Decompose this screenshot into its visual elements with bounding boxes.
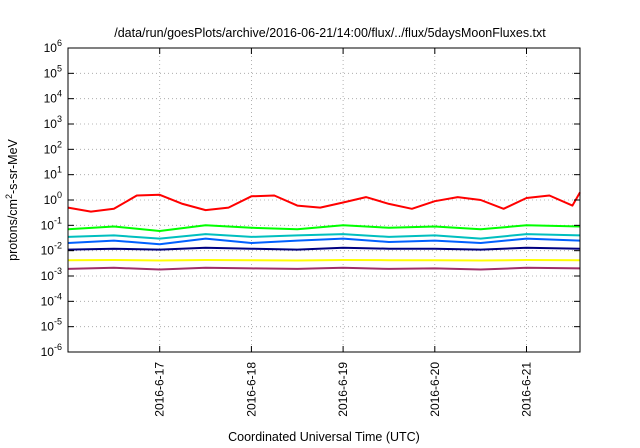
y-tick-label-base: 10	[44, 142, 58, 156]
y-tick-label-exponent: 1	[57, 165, 62, 175]
y-tick-label: 103	[44, 114, 62, 131]
y-tick-label: 105	[44, 63, 62, 80]
y-tick-label: 106	[44, 38, 62, 55]
y-tick-label-base: 10	[44, 168, 58, 182]
x-tick-label: 2016-6-18	[244, 362, 258, 417]
y-tick-label-exponent: -2	[54, 241, 62, 251]
y-tick-label-exponent: -5	[54, 317, 62, 327]
series-layer	[67, 191, 581, 271]
tick-marks	[68, 47, 580, 353]
y-tick-label-exponent: 6	[57, 38, 62, 48]
x-axis-label: Coordinated Universal Time (UTC)	[228, 430, 420, 444]
y-tick-label-base: 10	[41, 294, 55, 308]
y-tick-label-exponent: 4	[57, 89, 62, 99]
y-tick-label-base: 10	[41, 244, 55, 258]
x-tick-label: 2016-6-20	[428, 362, 442, 417]
series-line-6	[67, 259, 581, 262]
plot-area	[67, 47, 581, 353]
y-axis-label-superscript: 2	[4, 194, 14, 199]
series-line-3	[67, 233, 581, 240]
series-line-4	[67, 237, 581, 246]
y-tick-label-exponent: 5	[57, 63, 62, 73]
y-axis-label-base: protons/cm	[6, 199, 20, 261]
y-tick-label-base: 10	[41, 320, 55, 334]
y-tick-label-base: 10	[41, 218, 55, 232]
y-tick-label: 100	[44, 190, 62, 207]
y-tick-label-base: 10	[41, 269, 55, 283]
y-axis-tick-labels: 10-610-510-410-310-210-11001011021031041…	[41, 38, 62, 359]
y-tick-label-exponent: 3	[57, 114, 62, 124]
grid	[68, 48, 580, 352]
x-tick-label: 2016-6-19	[336, 362, 350, 417]
y-tick-label-base: 10	[44, 66, 58, 80]
y-tick-label: 10-2	[41, 241, 62, 258]
x-tick-label: 2016-6-21	[520, 362, 534, 417]
y-tick-label: 10-6	[41, 342, 62, 359]
y-tick-label: 102	[44, 139, 62, 156]
y-tick-label-base: 10	[44, 193, 58, 207]
x-tick-label: 2016-6-17	[153, 362, 167, 417]
y-axis-label-rest: -s-sr-MeV	[6, 138, 20, 194]
y-tick-label-exponent: -6	[54, 342, 62, 352]
y-tick-label-exponent: -3	[54, 266, 62, 276]
y-tick-label: 101	[44, 165, 62, 182]
y-tick-label: 10-4	[41, 291, 62, 308]
y-tick-label: 10-1	[41, 215, 62, 232]
y-tick-label-base: 10	[44, 92, 58, 106]
y-axis-label: protons/cm2-s-sr-MeV	[4, 138, 20, 260]
series-line-2	[67, 224, 581, 232]
y-tick-label: 10-5	[41, 317, 62, 334]
y-tick-label-exponent: -4	[54, 291, 62, 301]
y-tick-label: 10-3	[41, 266, 62, 283]
y-tick-label-exponent: -1	[54, 215, 62, 225]
series-line-7	[67, 266, 581, 271]
y-tick-label-base: 10	[41, 345, 55, 359]
series-line-1	[67, 191, 581, 213]
y-tick-label: 104	[44, 89, 62, 106]
x-axis-tick-labels: 2016-6-17 2016-6-18 2016-6-19 2016-6-20 2016…	[153, 362, 534, 417]
chart-title: /data/run/goesPlots/archive/2016-06-21/1…	[114, 26, 546, 40]
y-tick-label-exponent: 0	[57, 190, 62, 200]
y-tick-label-base: 10	[44, 41, 58, 55]
y-tick-label-base: 10	[44, 117, 58, 131]
series-line-5	[67, 246, 581, 251]
y-tick-label-exponent: 2	[57, 139, 62, 149]
